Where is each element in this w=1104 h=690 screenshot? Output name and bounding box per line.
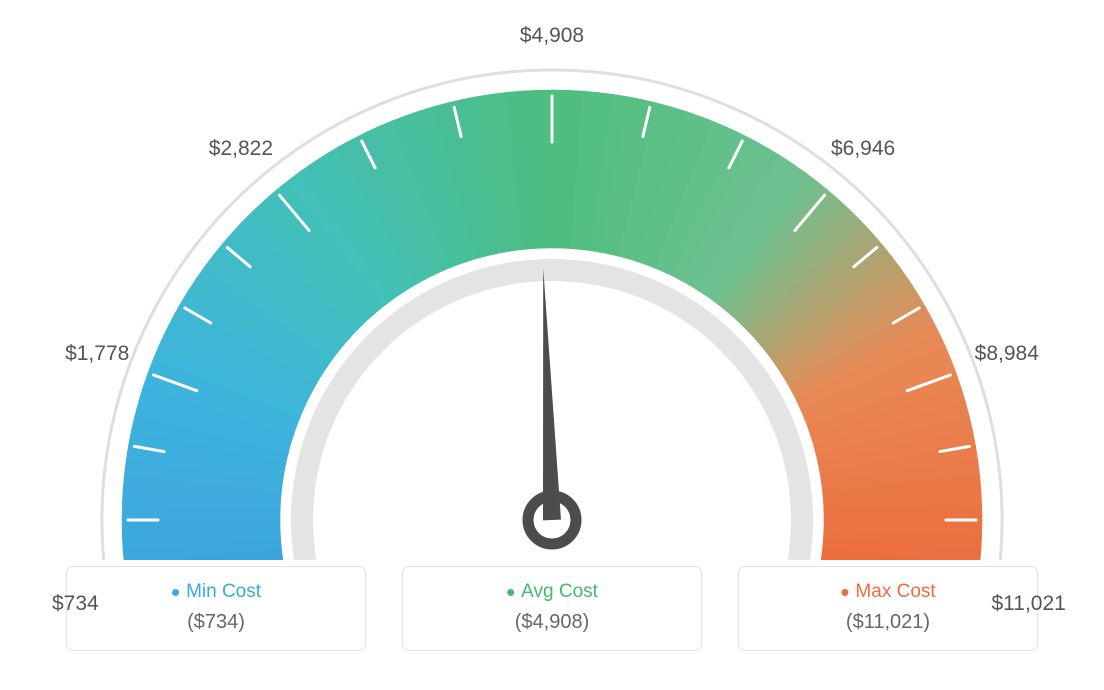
tick-label: $4,908 [520, 24, 584, 48]
cost-gauge-chart: $734$1,778$2,822$4,908$6,946$8,984$11,02… [0, 0, 1104, 560]
legend-value: ($4,908) [403, 611, 701, 634]
legend-title: •Avg Cost [403, 581, 701, 603]
legend-title-text: Max Cost [855, 581, 935, 602]
legend-card: •Avg Cost($4,908) [402, 566, 702, 651]
tick-label: $6,946 [831, 137, 895, 161]
legend-card: •Min Cost($734) [66, 566, 366, 651]
tick-label: $734 [52, 592, 99, 616]
legend-title-text: Min Cost [186, 581, 261, 602]
legend-row: •Min Cost($734)•Avg Cost($4,908)•Max Cos… [0, 566, 1104, 651]
tick-label: $1,778 [65, 342, 129, 366]
gauge-needle [543, 268, 561, 520]
bullet-icon: • [506, 577, 515, 607]
bullet-icon: • [840, 577, 849, 607]
tick-label: $2,822 [209, 137, 273, 161]
legend-title: •Min Cost [67, 581, 365, 603]
gauge-svg [0, 0, 1104, 560]
tick-label: $8,984 [975, 342, 1039, 366]
legend-value: ($734) [67, 611, 365, 634]
bullet-icon: • [171, 577, 180, 607]
legend-title-text: Avg Cost [521, 581, 598, 602]
tick-label: $11,021 [991, 592, 1065, 616]
